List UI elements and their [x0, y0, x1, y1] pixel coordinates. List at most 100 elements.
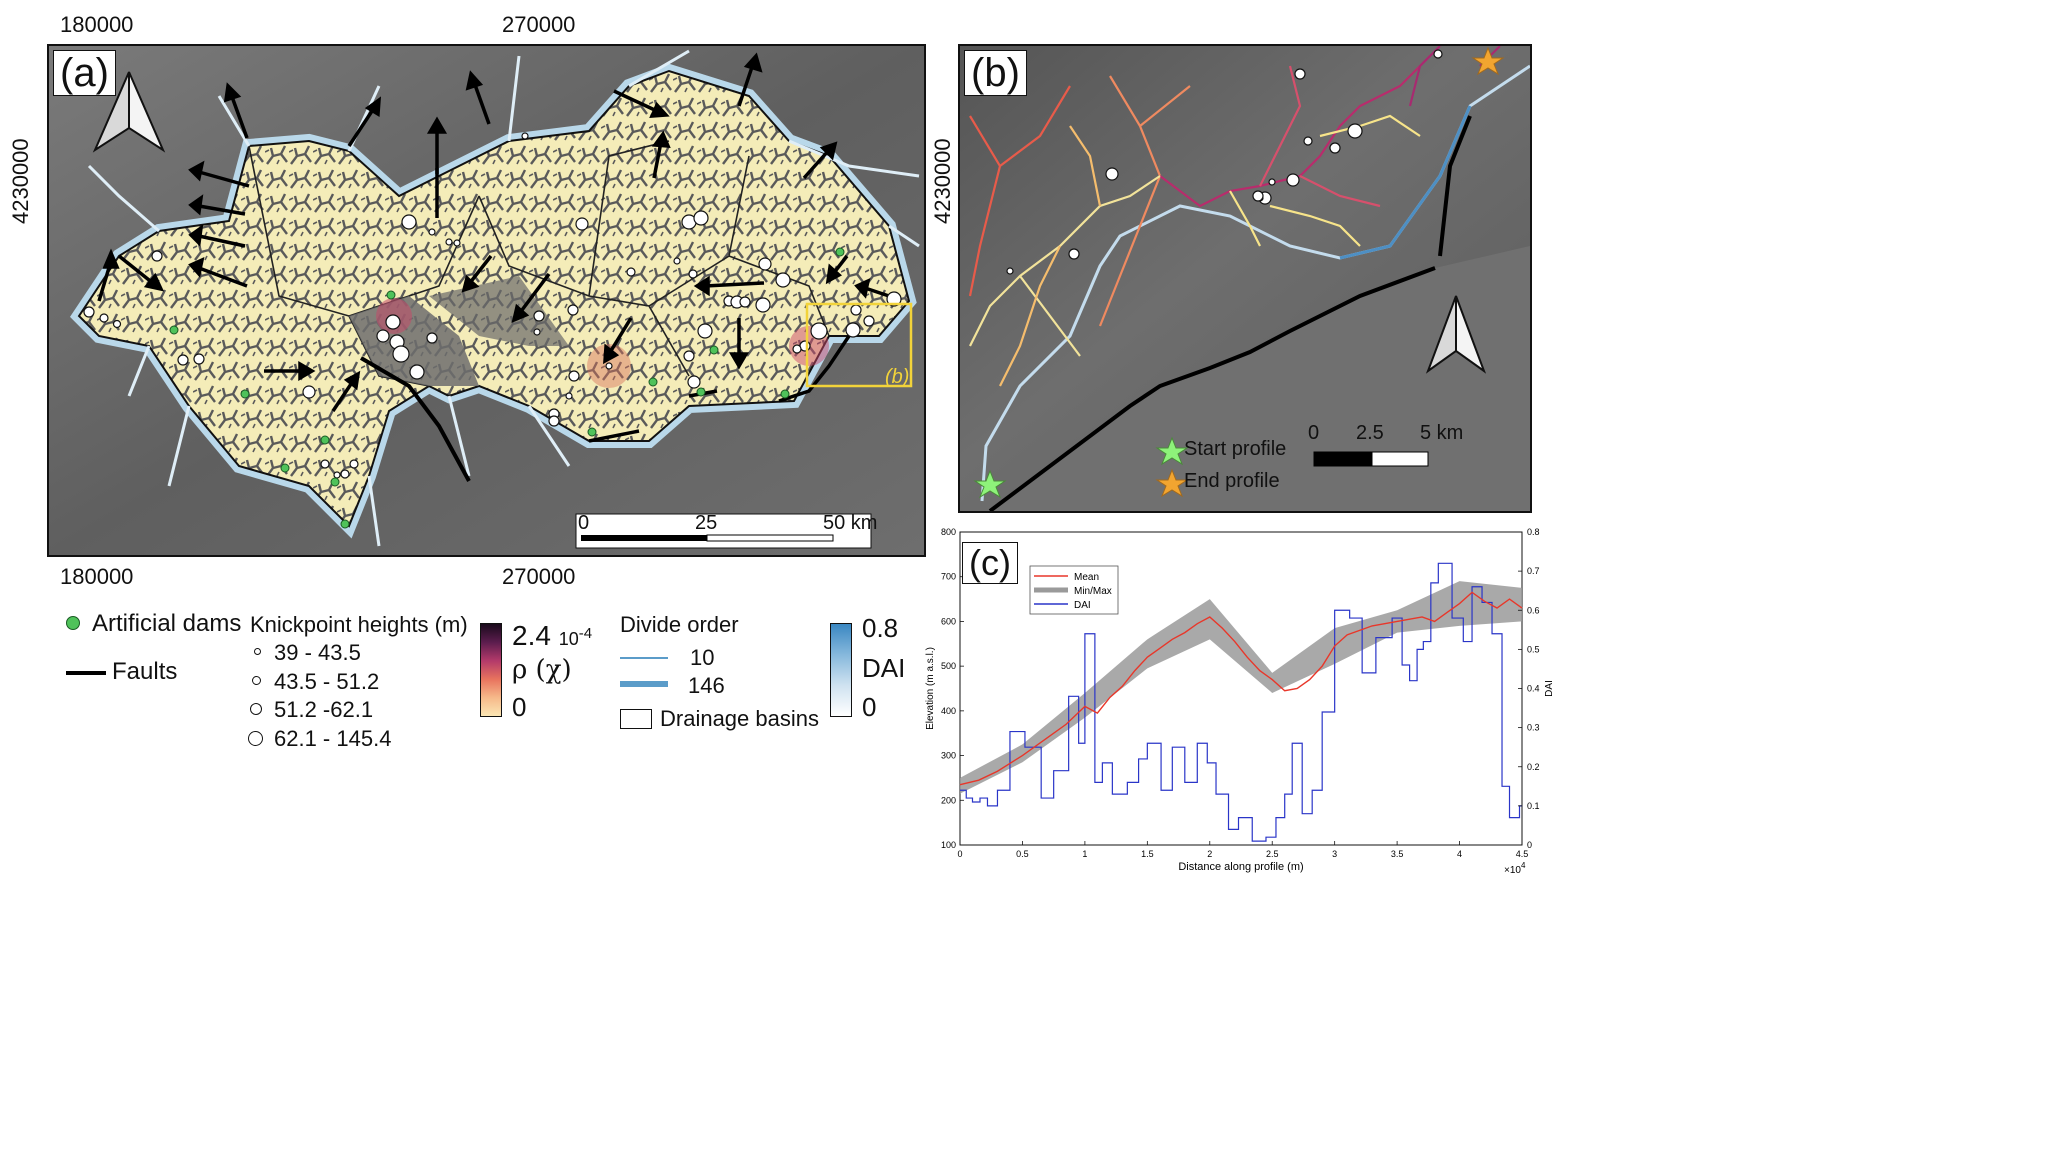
y-tick-label: 700 [941, 572, 956, 582]
artificial-dams [169, 247, 845, 529]
dai-label: DAI [862, 653, 906, 683]
x-exponent: ×104 [1504, 861, 1526, 875]
x-ticks: 0 0.5 1 1.5 2 2.5 3 3.5 4 4.5 [957, 841, 1528, 859]
y-tick-label: 300 [941, 751, 956, 761]
legend-faults-label: Faults [112, 658, 178, 685]
scale-bar-white [706, 534, 834, 542]
y2-tick-label: 0 [1527, 840, 1532, 850]
divide-high-dai [1339, 105, 1472, 260]
panel-a-x-tick-bottom-2: 270000 [502, 564, 576, 589]
north-arrow-icon [92, 71, 166, 153]
knick-swatch-4 [248, 731, 263, 746]
legend-start-star-icon [1155, 436, 1189, 466]
rho-exponent-base: 10 [558, 629, 579, 649]
panel-b-map-svg [960, 46, 1530, 511]
panel-a-x-tick-bottom-1: 180000 [60, 564, 134, 589]
plain-area [990, 246, 1530, 511]
legend-minmax-label: Min/Max [1074, 586, 1112, 597]
divide-order-title: Divide order [620, 612, 739, 637]
x-tick-label: 0.5 [1016, 849, 1029, 859]
scale-a-0: 0 [578, 512, 590, 534]
end-profile-star-icon [1471, 46, 1505, 76]
x-tick-label: 2 [1207, 849, 1212, 859]
mean-line-group [959, 591, 1523, 786]
knick-swatch-2 [252, 676, 261, 685]
x-tick-label: 3 [1332, 849, 1337, 859]
x-tick-label: 2.5 [1266, 849, 1279, 859]
knickpoints-b [1006, 49, 1443, 275]
rho-exponent: 10-4 [558, 625, 592, 649]
rho-exponent-power: -4 [578, 625, 593, 642]
basin-swatch [620, 709, 652, 729]
y-tick-label: 200 [941, 795, 956, 805]
knick-swatch-3 [250, 703, 262, 715]
fault-b-2 [1438, 115, 1472, 257]
x-tick-label: 1.5 [1141, 849, 1154, 859]
legend-dams-label: Artificial dams [92, 610, 242, 637]
y2-tick-label: 0.8 [1527, 527, 1540, 537]
panel-b-map: (b) Start profile End profile 0 2.5 5 km [958, 44, 1532, 513]
y-tick-label: 600 [941, 616, 956, 626]
rho-max-value: 2.4 [512, 620, 551, 651]
panel-a-x-tick-top-2: 270000 [502, 12, 576, 37]
x-tick-label: 4 [1457, 849, 1462, 859]
dai-colorbar [830, 623, 852, 717]
rho-colorbar [480, 623, 502, 717]
dai-max-label: 0.8 [862, 613, 899, 643]
divide-min-label: 10 [690, 645, 715, 670]
y2-tick-label: 0.7 [1527, 566, 1540, 576]
legend-fault-swatch [66, 671, 106, 675]
y2-ticks: 0 0.1 0.2 0.3 0.4 0.5 0.6 0.7 0.8 [1518, 527, 1540, 850]
x-axis-label: Distance along profile (m) [1178, 861, 1303, 873]
panel-a-map: (a) (b) 0 25 50 km [47, 44, 926, 557]
y-tick-label: 400 [941, 706, 956, 716]
scale-b-white [1371, 451, 1429, 467]
y-ticks: 100 200 300 400 500 600 700 800 [941, 527, 964, 850]
divide-thin-swatch [620, 657, 668, 659]
drainage-migration-arrows [97, 52, 890, 412]
y2-tick-label: 0.3 [1527, 723, 1540, 733]
panel-a-y-tick: 4230000 [8, 138, 33, 224]
knick-class-4: 62.1 - 145.4 [274, 726, 392, 751]
x-tick-label: 1 [1082, 849, 1087, 859]
x-tick-label: 4.5 [1516, 849, 1529, 859]
mean-line [959, 591, 1523, 786]
knick-class-1: 39 - 43.5 [274, 640, 361, 665]
rho-min-label: 0 [512, 692, 527, 722]
panel-c-label: (c) [962, 542, 1018, 584]
x-exponent-power: 4 [1521, 861, 1526, 870]
legend-end-star-icon [1155, 468, 1189, 498]
dai-min-label: 0 [862, 692, 877, 722]
y2-tick-label: 0.6 [1527, 605, 1540, 615]
y-tick-label: 500 [941, 661, 956, 671]
y-tick-label: 100 [941, 840, 956, 850]
panel-b-label: (b) [964, 50, 1027, 96]
scale-bar-box [575, 513, 872, 549]
panel-b-y-tick: 4230000 [930, 138, 955, 224]
minmax-band-group [960, 581, 1522, 794]
legend-dam-swatch [66, 616, 80, 630]
x-exponent-base: ×10 [1504, 865, 1521, 875]
fault-1 [359, 356, 471, 482]
divide-max-label: 146 [688, 673, 725, 698]
inset-b-box [805, 302, 913, 388]
outer-streams [87, 49, 920, 547]
y2-tick-label: 0.2 [1527, 762, 1540, 772]
legend-start-profile: Start profile [1184, 438, 1287, 460]
minmax-band [960, 581, 1522, 794]
fault-b [988, 266, 1436, 511]
rho-max-label: 2.4 10-4 [512, 620, 592, 652]
legend-knick-title: Knickpoint heights (m) [250, 612, 468, 637]
x-tick-label: 3.5 [1391, 849, 1404, 859]
y-tick-label: 800 [941, 527, 956, 537]
dai-line [960, 562, 1522, 842]
y2-tick-label: 0.4 [1527, 684, 1540, 694]
inset-b-label: (b) [885, 366, 910, 388]
rho-label: ρ (χ) [512, 655, 572, 685]
legend-mean-label: Mean [1074, 572, 1099, 583]
basin-label: Drainage basins [660, 706, 819, 731]
scale-bar-black [581, 535, 707, 541]
y2-tick-label: 0.5 [1527, 644, 1540, 654]
y2-axis-label: DAI [1544, 680, 1555, 697]
divide-thick-swatch [620, 681, 668, 687]
